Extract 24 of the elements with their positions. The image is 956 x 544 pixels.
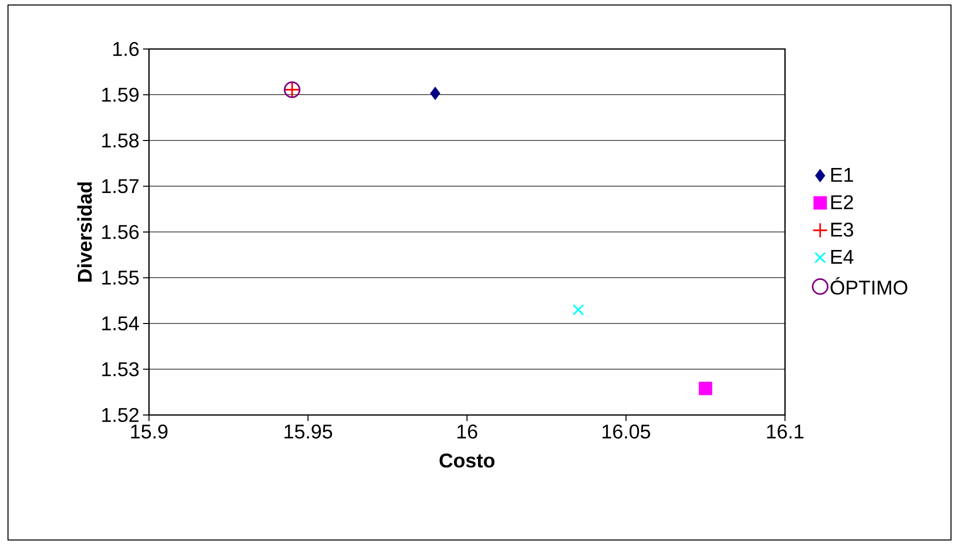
- legend-label: ÓPTIMO: [830, 277, 908, 295]
- y-tick-label: 1.53: [102, 362, 139, 376]
- legend-label: E1: [831, 168, 854, 182]
- x-axis-title: Costo: [440, 453, 494, 468]
- x-tick-label: 15.95: [284, 424, 332, 439]
- point: [430, 86, 440, 100]
- y-tick-label: 1.54: [102, 316, 139, 330]
- y-axis-title: Diversidad: [77, 182, 92, 282]
- y-tick-label: 1.6: [113, 42, 139, 56]
- point: [572, 304, 584, 316]
- x-tick-label: 16: [457, 424, 478, 439]
- y-tick-label: 1.58: [102, 133, 139, 148]
- y-tick-label: 1.56: [102, 224, 139, 240]
- x-tick-label: 16.05: [602, 424, 650, 439]
- x-tick-label: 15.9: [131, 424, 168, 439]
- y-tick-label: 1.52: [102, 408, 138, 422]
- point: [698, 382, 712, 396]
- y-tick-label: 1.57: [102, 179, 138, 194]
- y-tick-label: 1.55: [102, 270, 139, 285]
- legend-label: E3: [831, 222, 854, 237]
- x-tick-label: 16.1: [767, 424, 804, 439]
- legend-label: E4: [831, 250, 854, 264]
- legend-label: E2: [831, 195, 854, 210]
- y-tick-label: 1.59: [102, 88, 139, 102]
